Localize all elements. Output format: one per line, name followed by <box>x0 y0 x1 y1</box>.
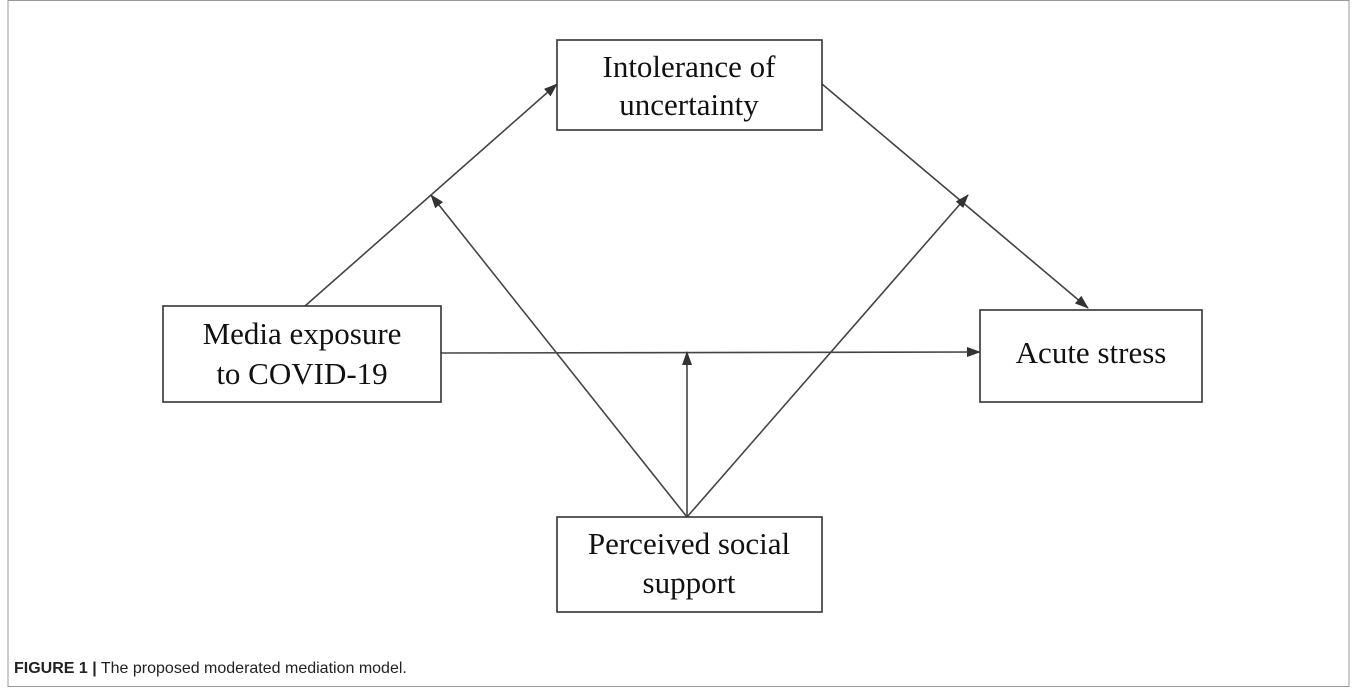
node-box <box>556 39 823 131</box>
node: Intolerance of uncertainty <box>556 39 823 131</box>
arrow <box>430 194 688 518</box>
arrow <box>821 83 1089 309</box>
frame <box>7 0 1350 687</box>
node-label: Perceived social <box>588 526 790 561</box>
node: Acute stress <box>979 309 1203 403</box>
node: Perceived social support <box>556 516 823 613</box>
node-label: Acute stress <box>1016 335 1167 370</box>
arrow <box>440 347 981 358</box>
node-label: Intolerance of <box>603 49 777 84</box>
node-label: Media exposure <box>203 316 402 351</box>
node-box <box>979 309 1203 403</box>
node-label: uncertainty <box>619 87 759 122</box>
arrow <box>686 194 969 518</box>
node-box <box>162 305 442 403</box>
node: Media exposure to COVID-19 <box>162 305 442 403</box>
node-box <box>556 516 823 613</box>
caption: FIGURE 1 | The proposed moderated mediat… <box>14 660 407 677</box>
node-label: to COVID-19 <box>216 356 387 391</box>
node-label: support <box>643 565 736 600</box>
caption-label: FIGURE 1 | <box>14 660 97 677</box>
caption-text: The proposed moderated mediation model. <box>101 660 407 677</box>
